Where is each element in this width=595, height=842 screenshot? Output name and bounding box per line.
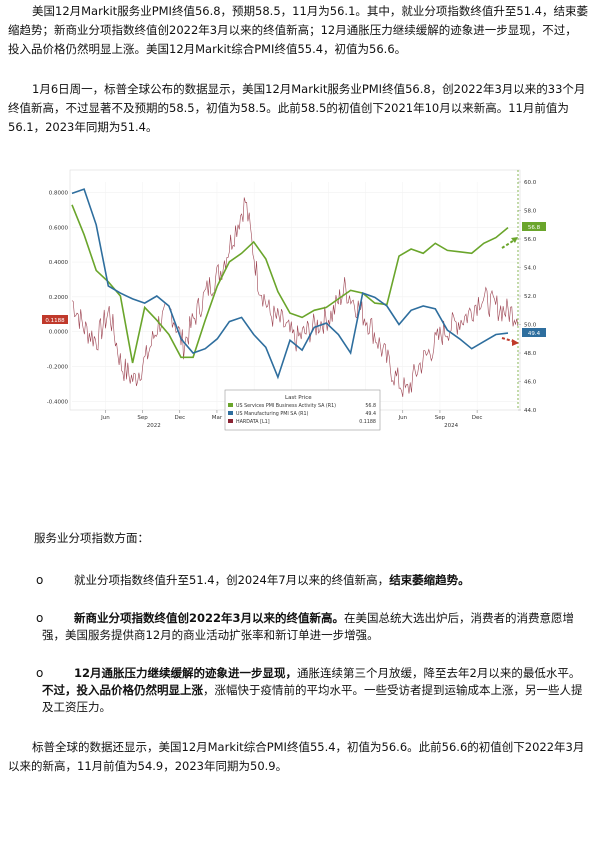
svg-text:49.4: 49.4 xyxy=(528,331,541,337)
svg-text:0.1188: 0.1188 xyxy=(45,318,65,324)
legend-swatch-services xyxy=(228,403,233,407)
right-value-flag-services: 56.8 xyxy=(522,222,546,231)
left-value-flag: 0.1188 xyxy=(42,315,68,324)
legend-value-services: 56.8 xyxy=(365,403,376,409)
left-tick-label: 0.8000 xyxy=(49,190,69,196)
month-tick-label: Sep xyxy=(435,415,446,421)
legend-value-manufacturing: 49.4 xyxy=(365,411,376,417)
month-tick-label: Jun xyxy=(397,415,407,421)
series-line-hardata xyxy=(71,197,519,397)
right-tick-label: 52.0 xyxy=(524,294,537,300)
year-tick-label: 2022 xyxy=(147,423,161,429)
legend-swatch-manufacturing xyxy=(228,411,233,415)
paragraph-composite: 标普全球的数据还显示，美国12月Markit综合PMI终值55.4，初值为56.… xyxy=(8,740,585,773)
paragraph-intro: 美国12月Markit服务业PMI终值56.8，预期58.5，11月为56.1。… xyxy=(8,4,588,56)
bullet-circle-icon: o xyxy=(36,666,44,680)
list-item: o 就业分项指数终值升至51.4，创2024年7月以来的终值新高，结束萎缩趋势。 xyxy=(36,573,470,587)
paragraph-release: 1月6日周一，标普全球公布的数据显示，美国12月Markit服务业PMI终值56… xyxy=(8,82,586,134)
legend-label-services: US Services PMI Business Activity SA (R1… xyxy=(236,403,336,409)
right-value-flag-manufacturing: 49.4 xyxy=(522,328,546,337)
left-tick-label: 0.0000 xyxy=(49,330,69,336)
arrow-down-annotation-icon xyxy=(501,337,519,346)
left-tick-label: -0.2000 xyxy=(47,364,69,370)
left-tick-label: 0.6000 xyxy=(49,225,69,231)
right-tick-label: 48.0 xyxy=(524,351,537,357)
left-tick-label: 0.2000 xyxy=(49,295,69,301)
list-item: o 12月通胀压力继续缓解的迹象进一步显现，通胀连续第三个月放缓，降至去年2月以… xyxy=(36,666,583,714)
legend-value-hardata: 0.1188 xyxy=(359,419,376,425)
bullet-circle-icon: o xyxy=(36,573,44,587)
month-tick-label: Jun xyxy=(100,415,110,421)
right-tick-label: 54.0 xyxy=(524,266,537,272)
month-tick-label: Dec xyxy=(472,415,483,421)
month-tick-label: Dec xyxy=(174,415,185,421)
section-subhead: 服务业分项指数方面： xyxy=(34,531,149,545)
chart-legend: Last Price US Services PMI Business Acti… xyxy=(224,389,381,431)
left-tick-label: -0.4000 xyxy=(47,399,69,405)
right-tick-label: 58.0 xyxy=(524,209,537,215)
right-tick-label: 44.0 xyxy=(524,408,537,414)
left-tick-label: 0.4000 xyxy=(49,260,69,266)
svg-text:56.8: 56.8 xyxy=(528,225,541,231)
legend-swatch-hardata xyxy=(228,419,233,423)
month-tick-label: Mar xyxy=(212,415,223,421)
pmi-chart-svg: 0.8000 0.6000 0.4000 0.2000 0.0000 -0.2000 -0.… xyxy=(40,168,555,443)
legend-label-hardata: HARDATA [L1] xyxy=(236,419,270,425)
right-tick-label: 46.0 xyxy=(524,380,537,386)
right-tick-label: 50.0 xyxy=(524,323,537,329)
series-line-manufacturing xyxy=(71,188,509,380)
series-line-services xyxy=(71,204,509,364)
right-tick-label: 56.0 xyxy=(524,237,537,243)
arrow-up-annotation-icon xyxy=(501,237,518,249)
month-tick-label: Sep xyxy=(137,415,148,421)
right-tick-label: 60.0 xyxy=(524,180,537,186)
legend-title: Last Price xyxy=(285,395,312,401)
list-item: o 新商业分项指数终值创2022年3月以来的终值新高。在美国总统大选出炉后，消费… xyxy=(36,611,575,642)
legend-label-manufacturing: US Manufacturing PMI SA (R1) xyxy=(236,411,309,417)
pmi-chart: 0.8000 0.6000 0.4000 0.2000 0.0000 -0.2000 -0.… xyxy=(40,168,555,443)
bullet-circle-icon: o xyxy=(36,611,44,625)
year-tick-label: 2024 xyxy=(444,423,458,429)
